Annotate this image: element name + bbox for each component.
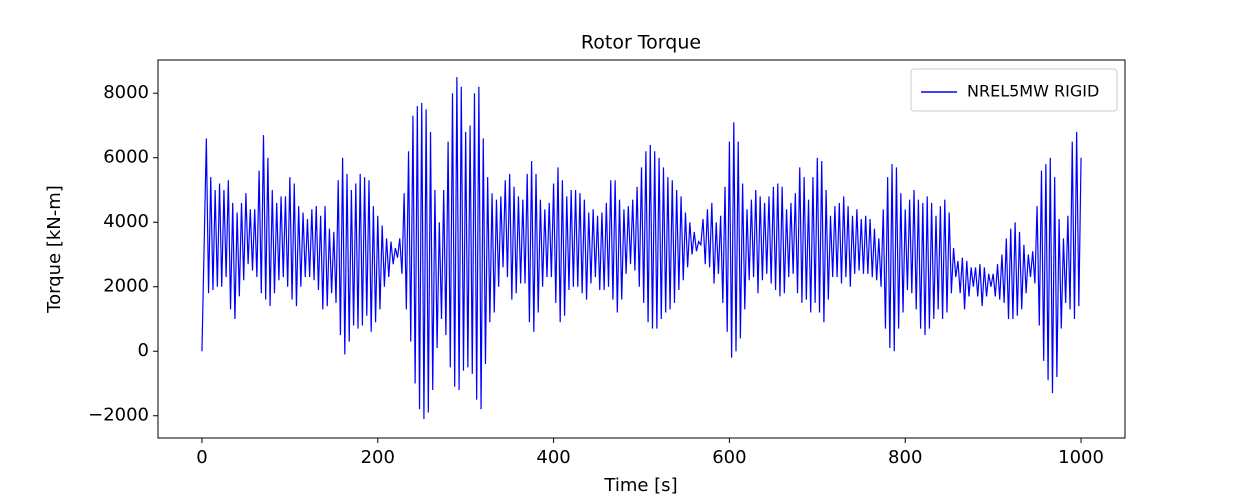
x-tick-label: 400 [536, 447, 570, 468]
chart-title: Rotor Torque [581, 32, 701, 54]
y-tick-label: 0 [138, 340, 149, 361]
data-line [201, 77, 1082, 419]
x-tick-label: 800 [888, 447, 922, 468]
x-tick-label: 0 [196, 447, 207, 468]
y-axis-label: Torque [kN-m] [44, 185, 65, 314]
y-tick-label: 6000 [103, 147, 149, 168]
y-tick-label: −2000 [88, 405, 149, 426]
legend-label: NREL5MW RIGID [967, 82, 1099, 101]
x-tick-label: 1000 [1058, 447, 1104, 468]
legend-box [910, 68, 1118, 112]
y-tick-label: 2000 [103, 276, 149, 297]
x-tick-label: 600 [712, 447, 746, 468]
x-tick-label: 200 [361, 447, 395, 468]
x-axis-label: Time [s] [603, 475, 677, 496]
y-tick-label: 4000 [103, 211, 149, 232]
plot-frame [157, 59, 1126, 439]
y-tick-label: 8000 [103, 82, 149, 103]
